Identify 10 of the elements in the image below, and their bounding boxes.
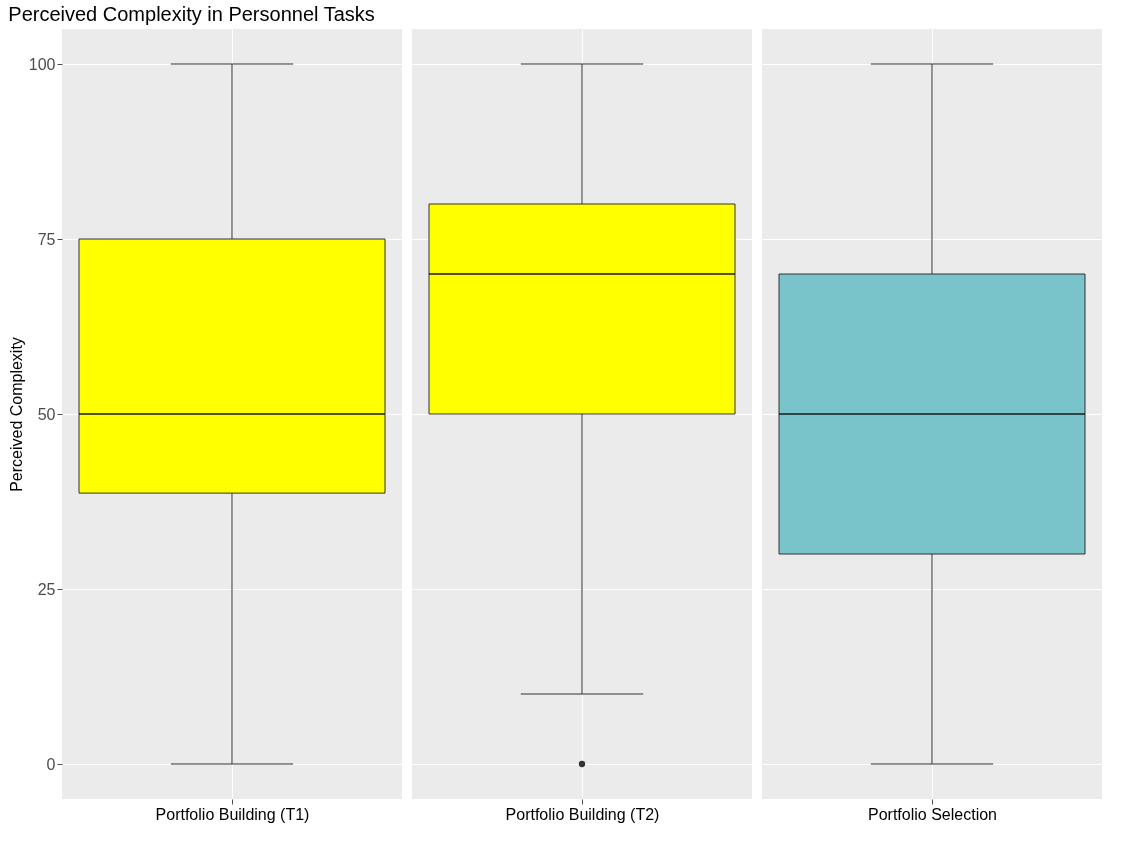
chart-title: Perceived Complexity in Personnel Tasks <box>8 3 375 25</box>
x-tick-label: Portfolio Selection <box>868 805 997 823</box>
y-tick-label: 25 <box>37 580 56 598</box>
y-axis-title: Perceived Complexity <box>7 337 25 492</box>
y-tick-label: 75 <box>37 230 56 248</box>
y-tick-label: 50 <box>37 405 56 423</box>
y-tick-label: 100 <box>28 55 56 73</box>
x-tick-label: Portfolio Building (T2) <box>505 805 660 823</box>
y-tick-label: 0 <box>46 755 56 773</box>
x-tick-label: Portfolio Building (T1) <box>155 805 310 823</box>
